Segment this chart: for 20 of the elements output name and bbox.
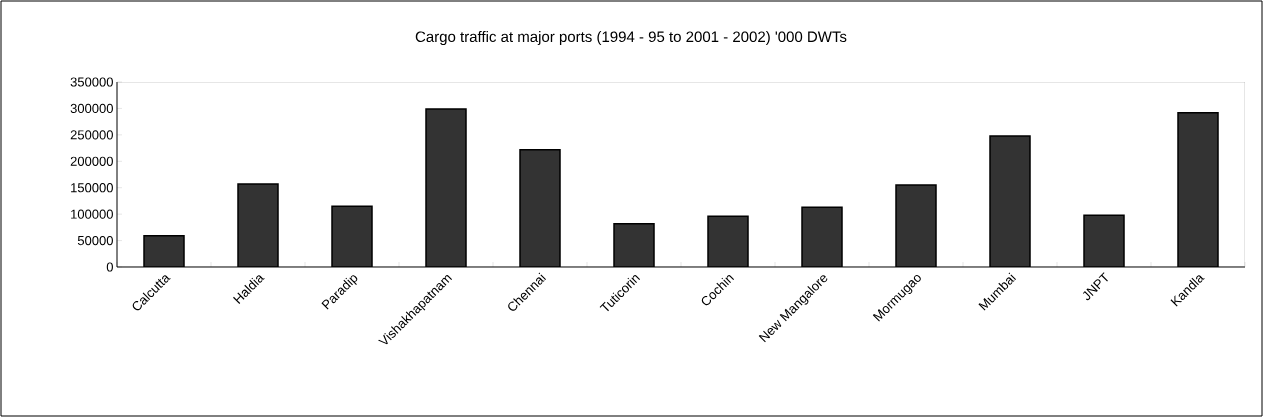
bar xyxy=(519,148,561,267)
y-tick-label: 300000 xyxy=(70,103,113,114)
y-tick-label: 50000 xyxy=(77,235,113,246)
chart-title: Cargo traffic at major ports (1994 - 95 to 2001 - 2002) '000 DWTs xyxy=(415,31,847,45)
bar xyxy=(801,206,843,267)
y-tick-label: 150000 xyxy=(71,183,113,193)
bar xyxy=(425,108,467,267)
y-tick-label: 100000 xyxy=(71,209,113,219)
y-tick-label: 0 xyxy=(106,262,113,272)
bar xyxy=(237,183,279,267)
bar xyxy=(1177,111,1219,267)
y-tick-label: 350000 xyxy=(70,77,113,87)
bar xyxy=(895,184,937,267)
bar xyxy=(1083,214,1125,267)
y-tick-label: 250000 xyxy=(70,130,113,140)
bar xyxy=(707,215,749,267)
y-tick-label: 200000 xyxy=(70,156,113,166)
bar xyxy=(613,222,655,267)
bar xyxy=(331,205,373,267)
bar xyxy=(989,135,1031,267)
